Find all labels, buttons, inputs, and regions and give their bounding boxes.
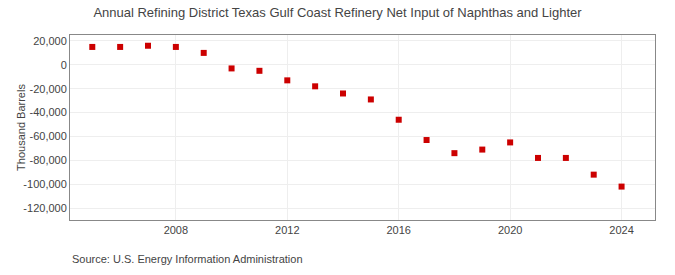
svg-text:-20,000: -20,000 <box>29 83 66 95</box>
svg-text:-80,000: -80,000 <box>29 154 66 166</box>
svg-text:Thousand Barrels: Thousand Barrels <box>15 84 27 171</box>
svg-text:2016: 2016 <box>386 224 410 236</box>
svg-text:-100,000: -100,000 <box>23 178 66 190</box>
svg-text:0: 0 <box>61 59 67 71</box>
svg-text:Source: U.S. Energy Informatio: Source: U.S. Energy Information Administ… <box>72 253 303 265</box>
svg-text:-120,000: -120,000 <box>23 202 66 214</box>
svg-text:Annual Refining District Texas: Annual Refining District Texas Gulf Coas… <box>93 5 582 20</box>
svg-text:20,000: 20,000 <box>33 35 67 47</box>
svg-text:2012: 2012 <box>275 224 299 236</box>
svg-text:-60,000: -60,000 <box>29 130 66 142</box>
svg-text:2024: 2024 <box>609 224 633 236</box>
svg-text:2020: 2020 <box>498 224 522 236</box>
svg-text:2008: 2008 <box>164 224 188 236</box>
svg-text:-40,000: -40,000 <box>29 106 66 118</box>
